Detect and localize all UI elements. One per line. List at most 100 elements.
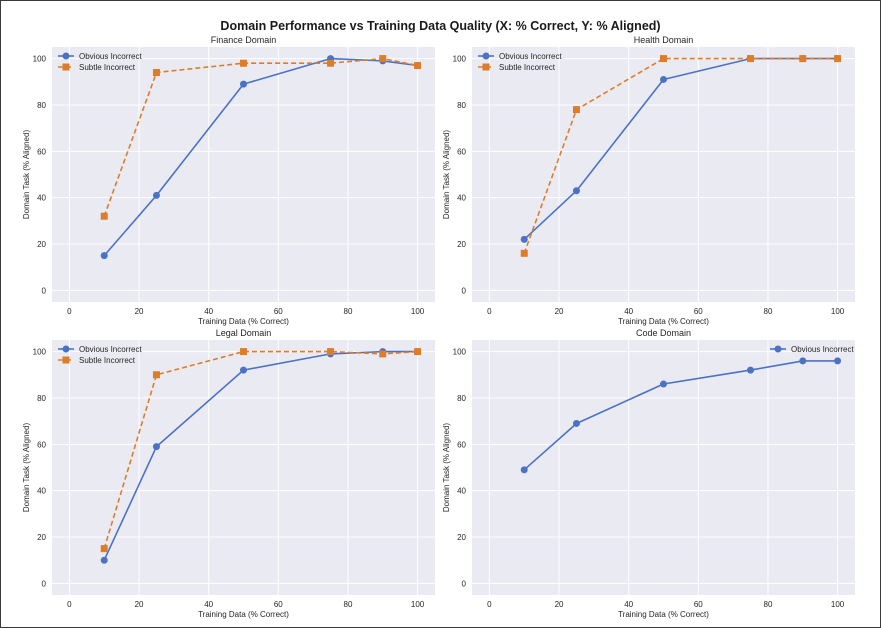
plot-area — [52, 47, 435, 302]
y-tick-label: 100 — [33, 55, 47, 64]
x-tick-label: 100 — [411, 600, 425, 609]
x-tick-label: 0 — [487, 307, 492, 316]
y-axis-label: Domain Task (% Aligned) — [22, 423, 31, 513]
panel-title: Finance Domain — [211, 35, 277, 45]
plot-area — [472, 340, 855, 595]
x-tick-label: 100 — [411, 307, 425, 316]
x-axis-label: Training Data (% Correct) — [198, 317, 289, 326]
y-tick-label: 20 — [457, 533, 466, 542]
data-point-obvious-incorrect — [152, 191, 160, 199]
legend-marker-obvious-incorrect — [774, 345, 782, 353]
x-tick-label: 100 — [831, 600, 845, 609]
data-point-subtle-incorrect — [152, 69, 160, 76]
data-point-subtle-incorrect — [520, 249, 528, 257]
x-tick-label: 60 — [274, 600, 283, 609]
legend-marker-subtle-incorrect — [62, 63, 70, 71]
series-line-obvious-incorrect — [103, 57, 418, 257]
y-tick-label: 100 — [453, 55, 467, 64]
x-tick-label: 80 — [764, 307, 773, 316]
x-tick-label: 100 — [831, 307, 845, 316]
legend-label-obvious-incorrect: Obvious Incorrect — [499, 52, 562, 61]
x-axis-label: Training Data (% Correct) — [198, 610, 289, 619]
y-tick-label: 100 — [33, 348, 47, 357]
panel-title: Legal Domain — [216, 328, 272, 338]
x-tick-label: 60 — [274, 307, 283, 316]
y-tick-label: 100 — [453, 348, 467, 357]
data-point-subtle-incorrect — [379, 350, 387, 358]
legend-marker-subtle-incorrect — [482, 63, 490, 71]
figure-title: Domain Performance vs Training Data Qual… — [220, 19, 661, 33]
legend-marker-obvious-incorrect — [482, 52, 490, 60]
y-tick-label: 20 — [37, 240, 46, 249]
y-tick-label: 40 — [457, 194, 466, 203]
data-point-subtle-incorrect — [240, 59, 247, 67]
data-point-subtle-incorrect — [572, 106, 580, 114]
x-tick-label: 40 — [204, 600, 213, 609]
y-tick-label: 60 — [37, 147, 46, 156]
series-line-obvious-incorrect — [523, 57, 838, 240]
x-tick-label: 60 — [694, 600, 703, 609]
y-tick-label: 40 — [37, 194, 46, 203]
y-tick-label: 40 — [37, 487, 46, 496]
data-point-obvious-incorrect — [240, 80, 247, 88]
x-tick-label: 20 — [135, 600, 144, 609]
data-point-subtle-incorrect — [414, 348, 422, 356]
panel-health: 0 20 40 60 80 100 0 20 40 60 80 100 Health Domain Tra… — [442, 35, 855, 326]
y-tick-label: 20 — [37, 533, 46, 542]
legend-marker-obvious-incorrect — [62, 52, 70, 60]
legend: Obvious Incorrect — [770, 345, 854, 354]
legend: Obvious Incorrect Subtle Incorrect — [478, 52, 562, 72]
data-point-obvious-incorrect — [100, 556, 108, 564]
y-tick-label: 0 — [42, 579, 47, 588]
series-line-subtle-incorrect — [523, 57, 838, 254]
legend-label-subtle-incorrect: Subtle Incorrect — [499, 63, 556, 72]
x-tick-label: 80 — [764, 600, 773, 609]
legend-marker-subtle-incorrect — [62, 356, 70, 364]
y-axis-label: Domain Task (% Aligned) — [442, 423, 451, 513]
x-tick-label: 40 — [624, 307, 633, 316]
x-tick-label: 0 — [487, 600, 492, 609]
data-point-obvious-incorrect — [520, 466, 528, 474]
x-tick-label: 20 — [135, 307, 144, 316]
plot-area — [52, 340, 435, 595]
y-tick-label: 20 — [457, 240, 466, 249]
data-point-subtle-incorrect — [100, 212, 108, 220]
legend-marker-obvious-incorrect — [62, 345, 70, 353]
y-tick-label: 0 — [462, 579, 467, 588]
legend: Obvious Incorrect Subtle Incorrect — [58, 52, 142, 72]
y-tick-label: 0 — [462, 286, 467, 295]
data-point-subtle-incorrect — [240, 348, 247, 356]
y-tick-label: 80 — [457, 101, 466, 110]
x-tick-label: 60 — [694, 307, 703, 316]
y-tick-label: 0 — [42, 286, 47, 295]
data-point-obvious-incorrect — [747, 366, 755, 374]
legend-label-obvious-incorrect: Obvious Incorrect — [79, 345, 142, 354]
y-tick-label: 60 — [457, 147, 466, 156]
data-point-subtle-incorrect — [327, 59, 335, 67]
panel-title: Health Domain — [634, 35, 694, 45]
x-tick-label: 40 — [624, 600, 633, 609]
data-point-subtle-incorrect — [747, 55, 755, 63]
data-point-subtle-incorrect — [660, 55, 667, 63]
y-tick-label: 80 — [37, 394, 46, 403]
x-tick-label: 80 — [344, 600, 353, 609]
y-tick-label: 60 — [37, 440, 46, 449]
data-point-subtle-incorrect — [152, 371, 160, 379]
panel-legal: 0 20 40 60 80 100 0 20 40 60 80 100 Legal Domain Trai… — [22, 328, 435, 619]
x-tick-label: 20 — [555, 600, 564, 609]
x-tick-label: 80 — [344, 307, 353, 316]
legend-label-obvious-incorrect: Obvious Incorrect — [791, 345, 854, 354]
y-tick-label: 80 — [457, 394, 466, 403]
series-line-obvious-incorrect — [103, 350, 418, 561]
data-point-obvious-incorrect — [240, 366, 247, 374]
data-point-subtle-incorrect — [799, 55, 807, 63]
x-tick-label: 0 — [67, 600, 72, 609]
panel-code: 0 20 40 60 80 100 0 20 40 60 80 100 Code Domain Train… — [442, 328, 855, 619]
data-point-subtle-incorrect — [327, 348, 335, 356]
legend-label-obvious-incorrect: Obvious Incorrect — [79, 52, 142, 61]
data-point-subtle-incorrect — [834, 55, 842, 63]
y-tick-label: 40 — [457, 487, 466, 496]
data-point-obvious-incorrect — [520, 235, 528, 243]
legend-label-subtle-incorrect: Subtle Incorrect — [79, 356, 136, 365]
